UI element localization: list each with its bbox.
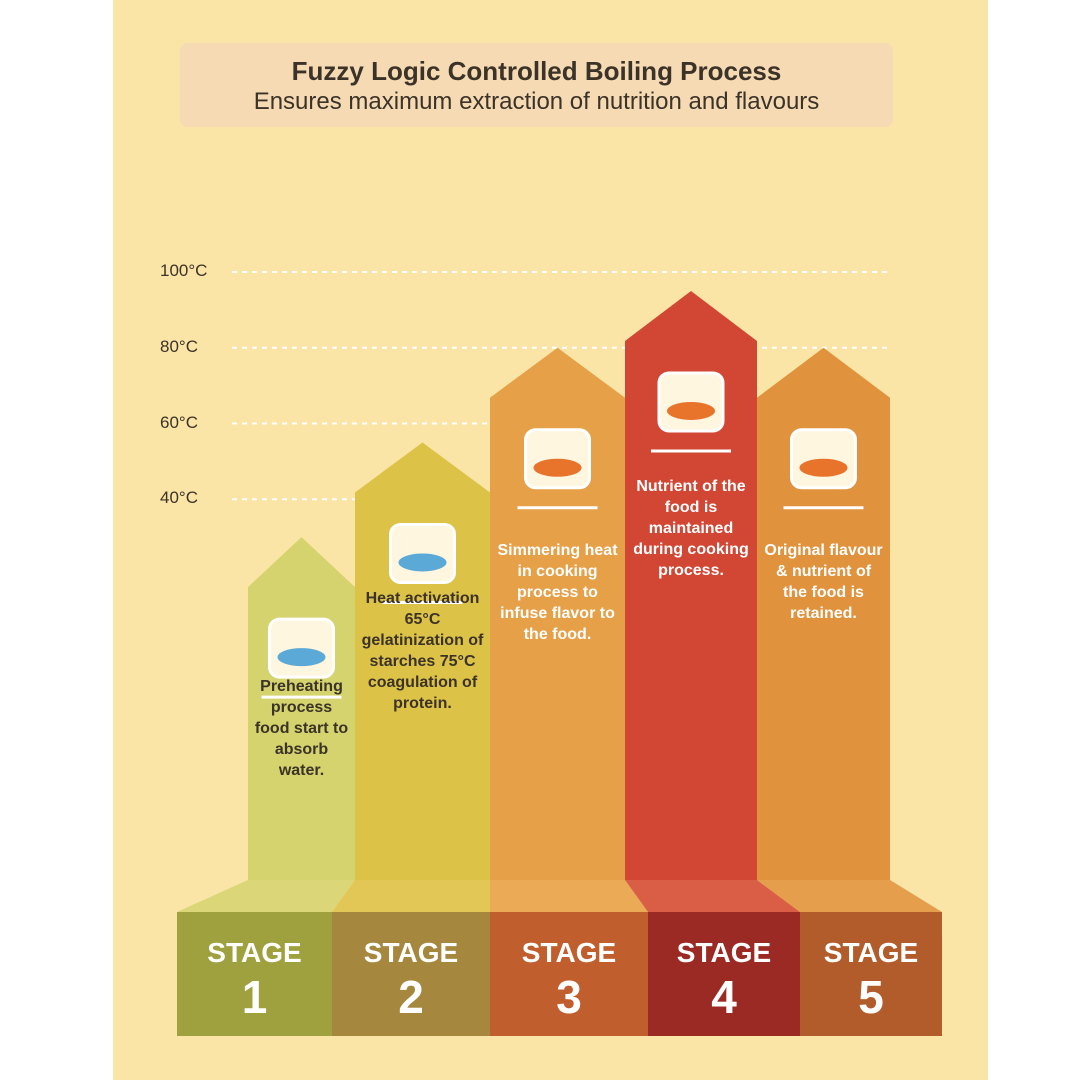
stage-connector [490,880,648,912]
stage-base [177,912,332,1036]
pot-icon [277,648,326,667]
title-box: Fuzzy Logic Controlled Boiling Process E… [180,43,893,127]
stage-number: 5 [858,971,884,1023]
stage-description: Heat activation 65°C gelatinization of s… [361,590,484,712]
pot-icon [799,458,848,477]
chart-subtitle: Ensures maximum extraction of nutrition … [253,88,820,115]
pot-icon [533,458,582,477]
stage-bar [490,347,625,880]
stage-label: STAGE [207,937,302,968]
stage-number: 3 [556,971,582,1023]
stage-bar [625,290,757,880]
stage-number: 2 [398,971,424,1023]
stage-connector [332,880,490,912]
stage-connector [177,880,355,912]
y-tick-label: 100°C [160,261,208,280]
stage-base [800,912,942,1036]
stage-label: STAGE [676,937,772,968]
stage-bar [355,442,490,880]
stage-label: STAGE [363,937,459,968]
stage-label: STAGE [823,937,919,968]
y-tick-label: 80°C [160,336,198,356]
stage-description: Original flavour & nutrient of the food … [764,542,883,622]
pot-icon [398,553,447,572]
stage-description: Preheating process food start to absorb … [254,678,349,779]
stage-connector [757,880,942,912]
stage-description: Nutrient of the food is maintained durin… [633,478,749,579]
stage-number: 4 [711,971,737,1023]
stage-base [332,912,490,1036]
stage-base [648,912,800,1036]
stage-base [490,912,648,1036]
stage-connector [625,880,800,912]
y-tick-label: 60°C [160,412,198,432]
chart-title: Fuzzy Logic Controlled Boiling Process [291,56,782,86]
stage-description: Simmering heat in cooking process to inf… [497,542,618,643]
stage-bar [757,347,890,880]
pot-icon [667,401,715,420]
stage-label: STAGE [521,937,617,968]
y-tick-label: 40°C [160,488,198,508]
stage-number: 1 [241,971,268,1023]
